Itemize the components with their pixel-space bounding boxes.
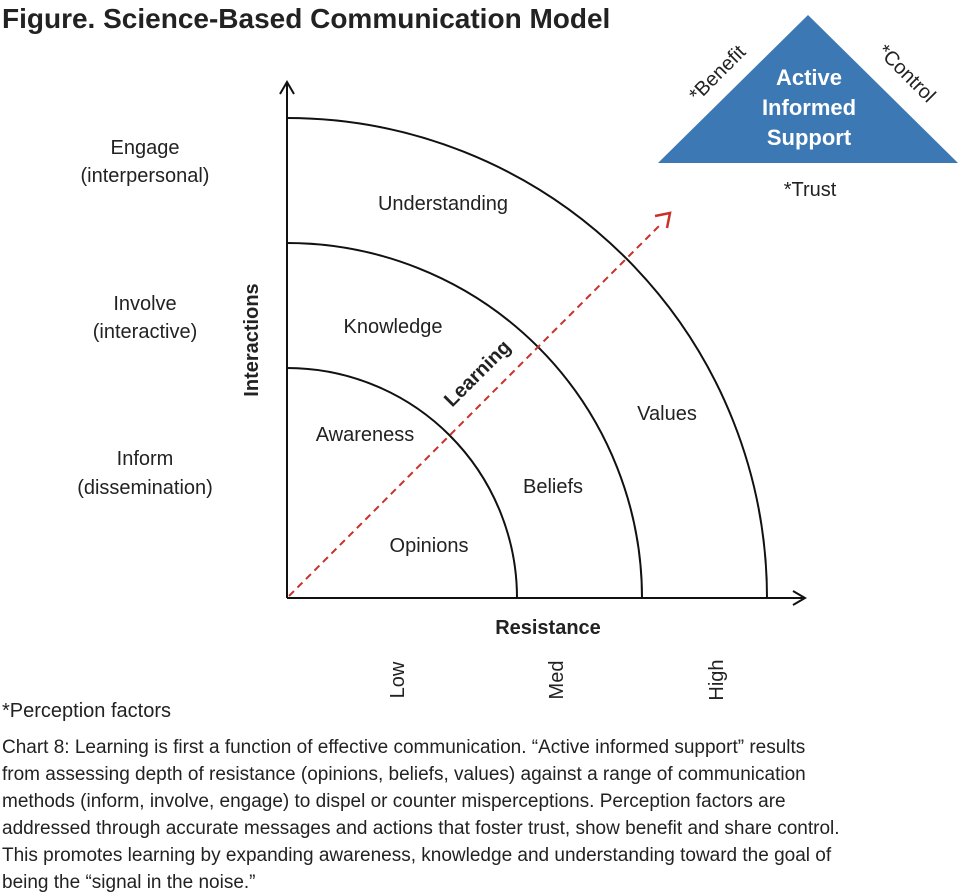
y-axis-label: Interactions [241, 283, 263, 396]
level-name: Involve [113, 293, 176, 315]
region: Values [637, 403, 697, 425]
triangle-line: Informed [762, 95, 856, 120]
caption: Chart 8: Learning is first a function of… [2, 737, 840, 893]
caption-line: This promotes learning by expanding awar… [2, 845, 832, 866]
learning-arrowhead [654, 211, 672, 229]
triangle [658, 15, 958, 163]
level-note: (dissemination) [77, 477, 213, 499]
x-level: High [706, 659, 728, 700]
learning-arrow [288, 222, 663, 597]
x-level: Med [546, 661, 568, 700]
triangle-line: Support [767, 125, 852, 150]
x-axis-label: Resistance [495, 617, 601, 639]
level-note: (interactive) [93, 321, 197, 343]
region: Understanding [378, 193, 508, 215]
factor: *Trust [784, 179, 837, 201]
region: Opinions [390, 535, 469, 557]
arrow-label: Learning [440, 336, 515, 411]
caption-line: addressed through accurate messages and … [2, 818, 840, 839]
level-name: Engage [111, 137, 180, 159]
level-name: Inform [117, 448, 174, 470]
region: Beliefs [523, 476, 583, 498]
region: Awareness [316, 424, 415, 446]
caption-line: methods (inform, involve, engage) to dis… [2, 791, 786, 812]
triangle-line: Active [776, 65, 842, 90]
caption-line: from assessing depth of resistance (opin… [2, 764, 806, 785]
caption-line: being the “signal in the noise.” [2, 872, 256, 893]
x-level: Low [387, 661, 409, 698]
title: Figure. Science-Based Communication Mode… [2, 3, 610, 34]
region: Knowledge [344, 316, 443, 338]
footnote: *Perception factors [2, 700, 171, 722]
level-note: (interpersonal) [81, 165, 210, 187]
caption-line: Chart 8: Learning is first a function of… [2, 737, 805, 758]
